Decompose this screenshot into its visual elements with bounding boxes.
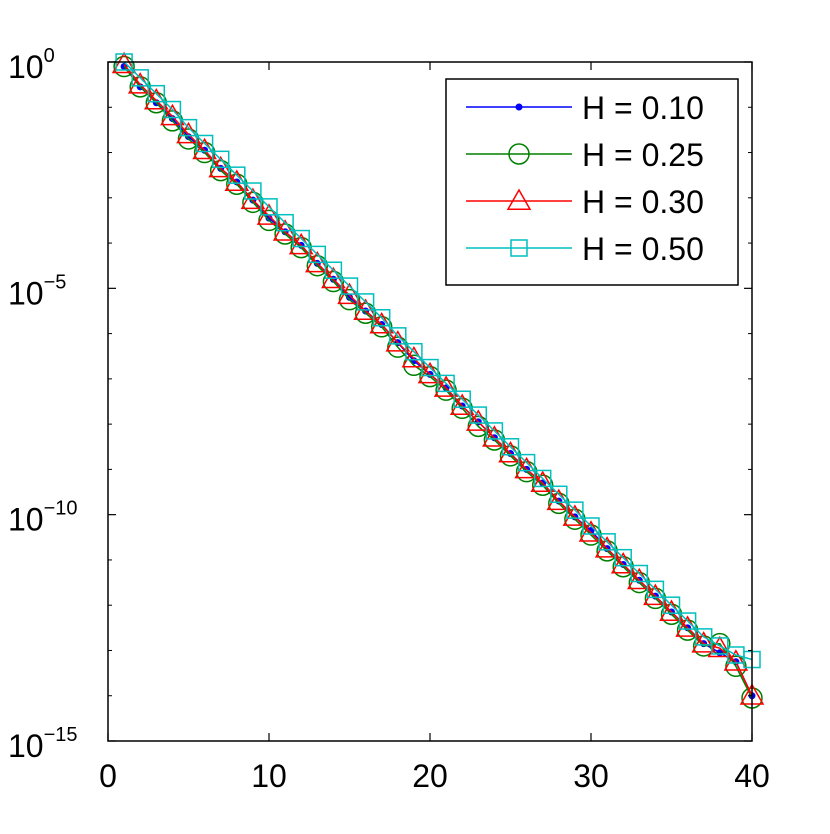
data-point	[707, 635, 733, 658]
data-point	[435, 379, 457, 401]
data-point	[582, 517, 600, 535]
data-point	[646, 580, 665, 599]
data-point	[387, 336, 409, 358]
data-point	[356, 293, 375, 311]
legend-marker	[508, 143, 530, 165]
data-point	[485, 422, 504, 440]
data-point	[530, 470, 555, 492]
data-point	[338, 288, 361, 311]
legend-label: H = 0.25	[582, 137, 704, 173]
legend-entry: H = 0.10	[466, 90, 704, 126]
y-tick-label: 100	[8, 45, 55, 85]
data-point	[469, 406, 488, 424]
data-point	[437, 374, 455, 393]
data-point	[678, 612, 697, 630]
data-point	[258, 209, 280, 232]
y-tick-label: 10−5	[8, 271, 66, 311]
x-tick-label: 40	[734, 758, 770, 794]
data-point	[292, 229, 310, 248]
legend-entry: H = 0.25	[466, 137, 704, 173]
data-point	[453, 390, 471, 408]
data-point	[421, 358, 439, 377]
data-point	[274, 223, 296, 245]
data-point	[209, 159, 232, 182]
data-point	[691, 631, 716, 653]
data-point	[147, 84, 166, 103]
data-point	[711, 637, 729, 655]
axes-layer: 0 10 20 30 40 100 10−5 10−10 10−15	[8, 45, 770, 794]
data-point	[177, 128, 200, 150]
data-point	[195, 134, 214, 153]
data-point	[723, 649, 749, 671]
data-point	[306, 254, 329, 277]
x-tick-label: 10	[251, 758, 287, 794]
x-tick-label: 30	[573, 758, 609, 794]
data-point	[322, 270, 345, 293]
legend-label: H = 0.10	[582, 90, 704, 126]
legend-marker	[515, 103, 523, 111]
data-point	[389, 327, 407, 345]
data-point	[211, 150, 230, 169]
legend-marker	[506, 188, 532, 210]
x-tick-label: 0	[99, 758, 117, 794]
data-point	[228, 166, 246, 184]
data-point	[113, 55, 135, 78]
data-point	[308, 245, 327, 264]
data-point	[614, 548, 632, 567]
data-point	[517, 453, 536, 472]
data-point	[111, 51, 137, 74]
data-point	[662, 596, 681, 614]
legend-entry: H = 0.50	[466, 231, 704, 267]
y-tick-label: 10−15	[8, 724, 78, 764]
data-point	[324, 261, 343, 279]
data-point	[533, 469, 552, 488]
data-point	[405, 342, 423, 361]
y-tick-label: 10−10	[8, 498, 78, 538]
data-point	[131, 69, 149, 87]
data-point	[531, 474, 554, 496]
legend-entry: H = 0.30	[466, 184, 704, 220]
data-point	[340, 277, 359, 295]
data-point	[630, 564, 649, 583]
data-point	[694, 628, 713, 646]
legend: H = 0.10 H = 0.25 H = 0.30 H = 0.50	[445, 78, 739, 286]
data-point	[244, 182, 262, 200]
data-point	[354, 302, 377, 324]
data-point	[260, 198, 278, 216]
data-point	[163, 100, 182, 119]
data-point	[725, 655, 747, 678]
data-point	[433, 375, 459, 397]
legend-label: H = 0.30	[582, 184, 704, 220]
data-point	[501, 438, 520, 456]
x-tick-label: 20	[412, 758, 448, 794]
legend-box	[445, 78, 739, 286]
data-point	[598, 533, 616, 551]
data-point	[372, 309, 391, 327]
data-point	[550, 485, 568, 504]
legend-label: H = 0.50	[582, 231, 704, 267]
data-point	[566, 501, 584, 519]
data-point	[242, 191, 264, 214]
data-point	[276, 213, 294, 232]
data-point	[179, 118, 198, 137]
legend-marker	[510, 239, 528, 257]
data-point	[467, 415, 490, 438]
